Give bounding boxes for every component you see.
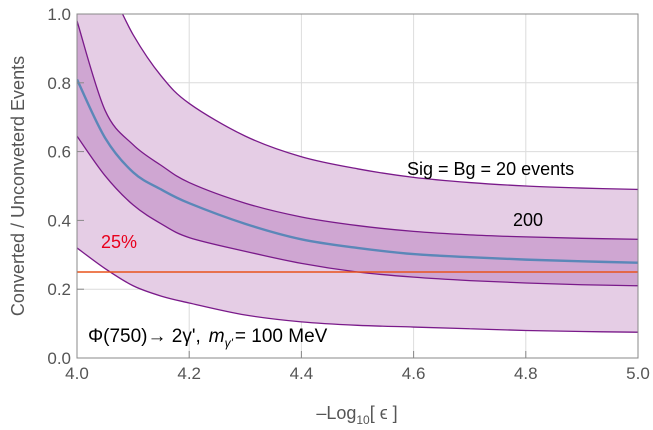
tick-marks xyxy=(76,13,639,359)
y-tick-label: 0.6 xyxy=(47,143,71,162)
inner-band-upper-edge xyxy=(77,20,638,240)
central-curve xyxy=(77,78,638,264)
y-tick-label: 0.4 xyxy=(47,211,71,230)
reference-line-label: 25% xyxy=(101,232,137,252)
x-axis-label: –Log10[ ϵ ] xyxy=(316,403,397,427)
x-tick-label: 5.0 xyxy=(626,364,650,383)
y-tick-label: 0.2 xyxy=(47,280,71,299)
inner-band-200-events xyxy=(77,20,638,286)
y-tick-label: 0.8 xyxy=(47,74,71,93)
y-tick-label: 1.0 xyxy=(47,5,71,24)
x-tick-labels: 4.0 4.2 4.4 4.6 4.8 5.0 xyxy=(65,364,650,383)
x-tick-label: 4.2 xyxy=(177,364,201,383)
outer-band-upper-edge xyxy=(121,14,638,191)
y-axis-label: Converted / Unconveterd Events xyxy=(8,56,28,316)
x-tick-label: 4.0 xyxy=(65,364,89,383)
y-tick-label: 0.0 xyxy=(47,349,71,368)
model-note: Φ(750)→ 2γ', mγ' = 100 MeV xyxy=(88,326,328,350)
y-tick-labels: 0.0 0.2 0.4 0.6 0.8 1.0 xyxy=(47,5,71,368)
inner-band-lower-edge xyxy=(77,135,638,287)
outer-band-lower-edge xyxy=(77,247,638,333)
annotation-20-events: Sig = Bg = 20 events xyxy=(407,159,574,179)
x-tick-label: 4.6 xyxy=(402,364,426,383)
x-tick-label: 4.4 xyxy=(290,364,314,383)
x-tick-label: 4.8 xyxy=(514,364,538,383)
annotation-200-events: 200 xyxy=(513,210,543,230)
plot-frame xyxy=(76,13,639,359)
